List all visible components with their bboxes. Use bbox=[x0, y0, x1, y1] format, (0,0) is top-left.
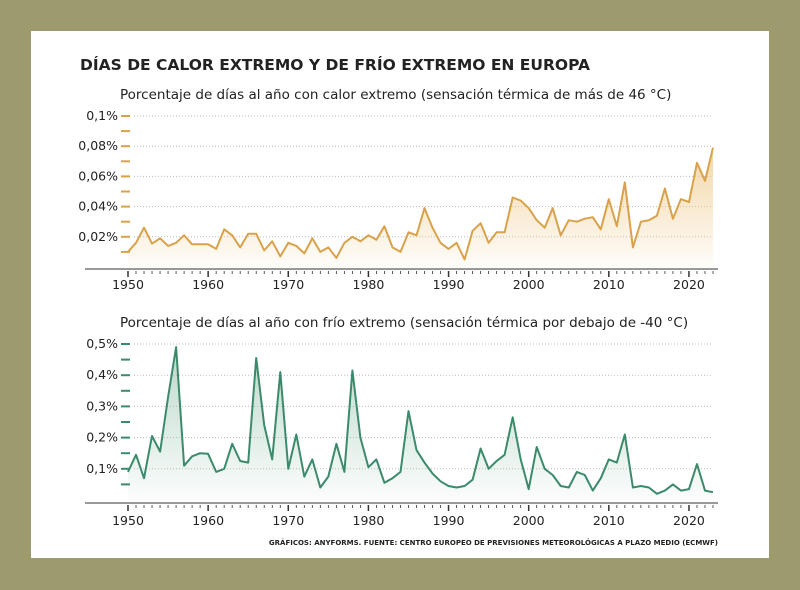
cold-xtick-label: 1980 bbox=[353, 513, 385, 528]
heat-ytick-label: 0,06% bbox=[78, 168, 118, 183]
cold-xtick-label: 2010 bbox=[593, 513, 625, 528]
heat-line bbox=[127, 147, 714, 261]
heat-xtick-label: 2000 bbox=[513, 277, 545, 292]
heat-ytick-label: 0,08% bbox=[78, 138, 118, 153]
cold-ytick-label: 0,1% bbox=[86, 461, 118, 476]
heat-xtick-label: 1960 bbox=[192, 277, 224, 292]
heat-ytick-label: 0,02% bbox=[78, 229, 118, 244]
cold-area bbox=[128, 347, 713, 500]
heat-xtick-label: 1990 bbox=[433, 277, 465, 292]
heat-xtick-label: 1970 bbox=[272, 277, 304, 292]
main-title: DÍAS DE CALOR EXTREMO Y DE FRÍO EXTREMO … bbox=[80, 55, 590, 74]
heat-chart-title: Porcentaje de días al año con calor extr… bbox=[120, 87, 671, 103]
cold-xtick-label: 2020 bbox=[673, 513, 705, 528]
cold-xtick-label: 1970 bbox=[272, 513, 304, 528]
cold-line bbox=[127, 346, 714, 495]
heat-ytick-label: 0,04% bbox=[78, 199, 118, 214]
heat-ytick-label: 0,1% bbox=[86, 108, 118, 123]
heat-xtick-label: 1980 bbox=[353, 277, 385, 292]
heat-xtick-label: 1950 bbox=[112, 277, 144, 292]
cold-xtick-label: 1950 bbox=[112, 513, 144, 528]
cold-xtick-label: 2000 bbox=[513, 513, 545, 528]
cold-ytick-label: 0,2% bbox=[86, 430, 118, 445]
cold-ytick-label: 0,3% bbox=[86, 398, 118, 413]
cold-chart-title: Porcentaje de días al año con frío extre… bbox=[120, 315, 688, 331]
heat-xtick-label: 2020 bbox=[673, 277, 705, 292]
source-note: GRÁFICOS: ANYFORMS. FUENTE: CENTRO EUROP… bbox=[269, 538, 718, 547]
heat-xtick-label: 2010 bbox=[593, 277, 625, 292]
cold-ytick-label: 0,4% bbox=[86, 367, 118, 382]
heat-area bbox=[128, 147, 713, 267]
cold-xtick-label: 1960 bbox=[192, 513, 224, 528]
cold-xtick-label: 1990 bbox=[433, 513, 465, 528]
cold-ytick-label: 0,5% bbox=[86, 336, 118, 351]
